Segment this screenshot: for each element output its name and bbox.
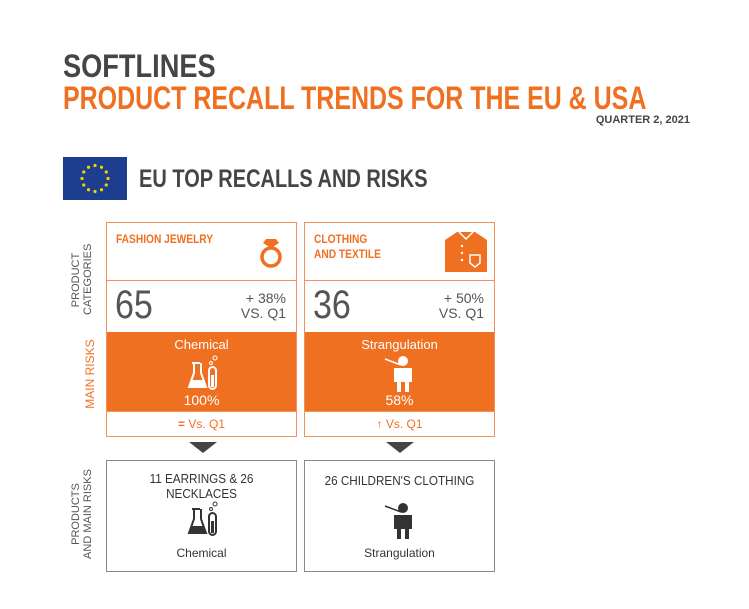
change-vs-q1: + 38% VS. Q1 xyxy=(240,290,286,321)
page-subtitle: PRODUCT RECALL TRENDS FOR THE EU & USA xyxy=(63,80,647,116)
arrow-up-icon: ↑ xyxy=(376,417,383,431)
strangulation-icon xyxy=(384,503,412,539)
category-name: FASHION JEWELRY xyxy=(116,232,214,246)
row-label-categories: PRODUCT CATEGORIES xyxy=(70,243,94,315)
products-box-clothing: 26 CHILDREN'S CLOTHING Strangulation xyxy=(304,460,495,572)
shirt-icon xyxy=(445,231,487,272)
trend-vs-q1: = Vs. Q1 xyxy=(107,411,296,436)
recall-count: 36 xyxy=(313,283,351,327)
risk-name: Strangulation xyxy=(361,337,438,352)
risk-percentage: 100% xyxy=(183,392,220,408)
arrow-down-icon xyxy=(386,442,414,453)
category-card-fashion-jewelry: FASHION JEWELRY 65 + 38% VS. Q1 Chemical … xyxy=(106,222,297,437)
row-label-risks: MAIN RISKS xyxy=(83,339,97,409)
change-vs-q1: + 50% VS. Q1 xyxy=(438,290,484,321)
risk-percentage: 58% xyxy=(385,392,414,408)
arrow-down-icon xyxy=(189,442,217,453)
section-title: EU TOP RECALLS AND RISKS xyxy=(139,165,428,193)
strangulation-icon xyxy=(384,356,412,392)
page-title: SOFTLINES xyxy=(63,48,216,84)
eu-flag-icon xyxy=(63,157,127,200)
products-box-jewelry: 11 EARRINGS & 26 NECKLACES Chemical xyxy=(106,460,297,572)
category-card-clothing-textile: CLOTHING AND TEXTILE 36 + 50% VS. Q1 Stran… xyxy=(304,222,495,437)
risk-name: Chemical xyxy=(174,337,229,352)
recall-count: 65 xyxy=(115,283,153,327)
period-label: QUARTER 2, 2021 xyxy=(595,114,690,126)
category-name: CLOTHING AND TEXTILE xyxy=(314,232,381,261)
chemical-flask-icon xyxy=(187,355,218,390)
chemical-flask-icon xyxy=(187,501,218,536)
ring-icon xyxy=(260,239,282,268)
trend-vs-q1: ↑ Vs. Q1 xyxy=(305,411,494,436)
row-label-products: PRODUCTS AND MAIN RISKS xyxy=(70,469,94,559)
equals-icon: = xyxy=(177,417,185,431)
